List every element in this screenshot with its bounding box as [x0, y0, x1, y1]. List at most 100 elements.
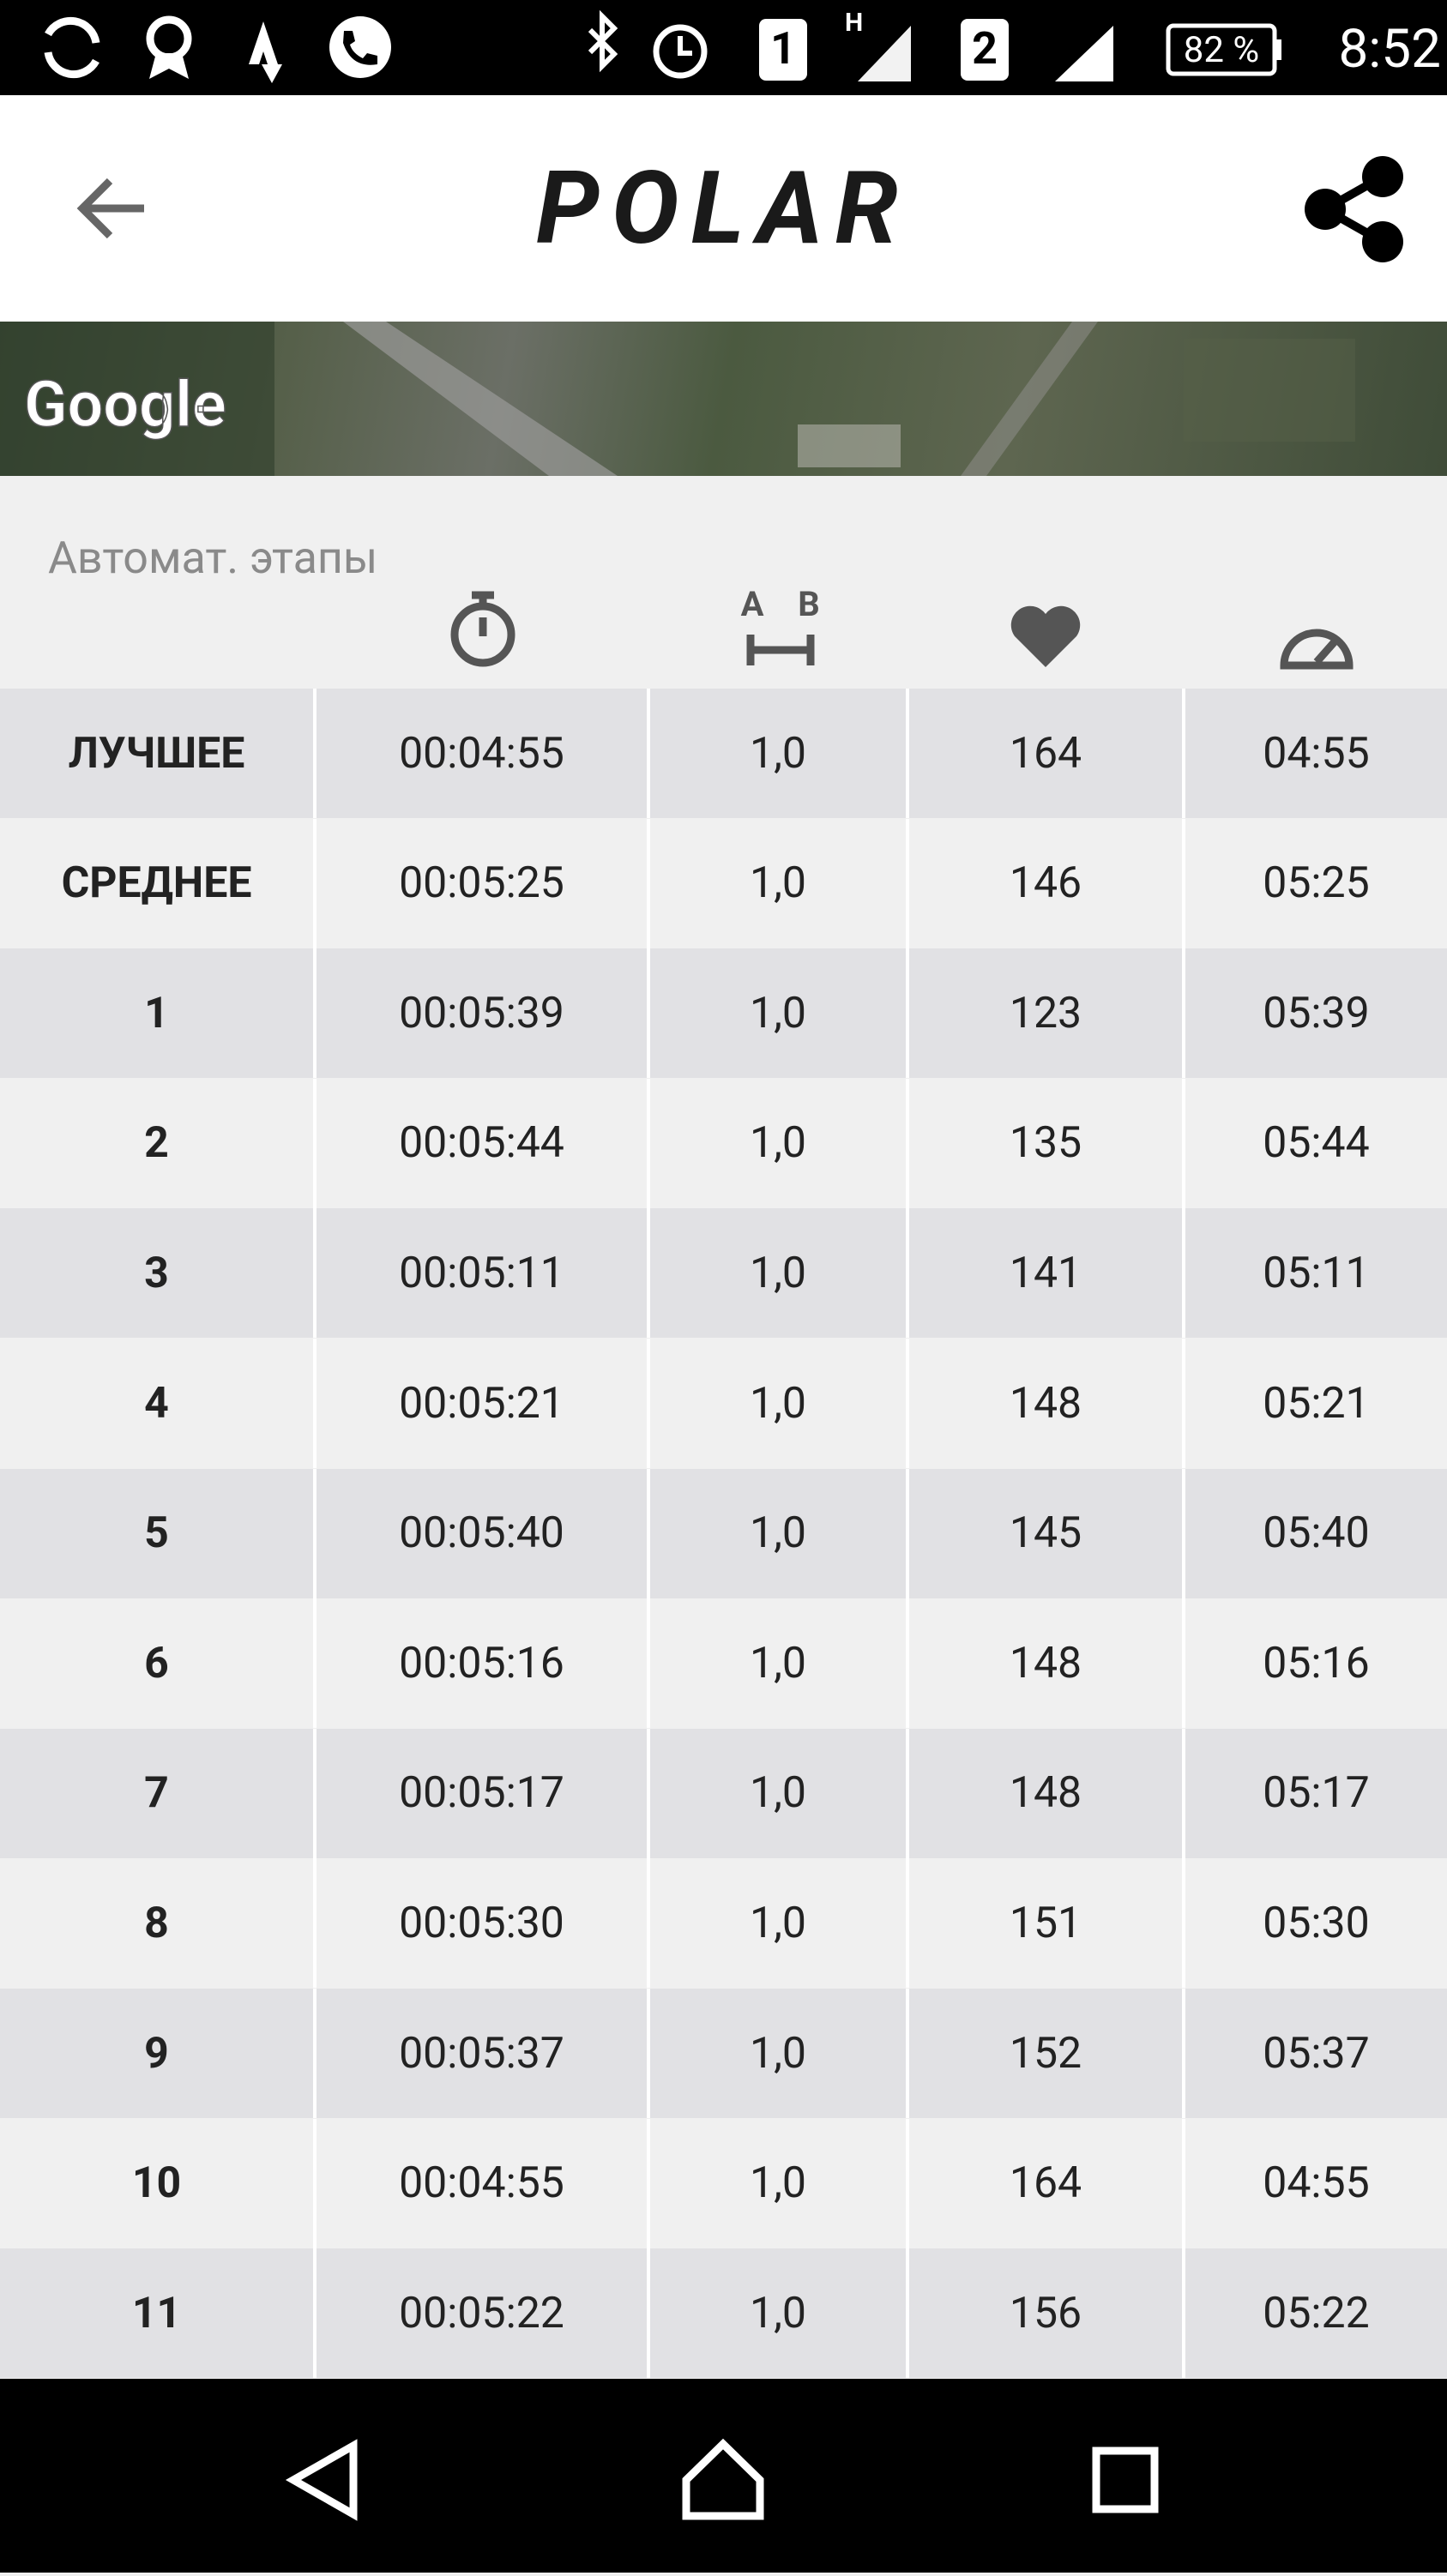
lap-label: 2	[144, 1118, 169, 1169]
nav-recents[interactable]	[1092, 2447, 1159, 2513]
app-bar-icons: POLAR	[76, 149, 1403, 268]
time-icon	[450, 591, 515, 667]
column-divider	[1182, 2118, 1185, 2248]
table-cell: 146	[1009, 858, 1082, 909]
column-divider	[313, 1208, 317, 1339]
table-cell: 05:40	[1263, 1508, 1370, 1559]
table-cell: 1,0	[749, 2028, 807, 2079]
table-cell: 04:55	[1263, 728, 1370, 779]
google-attribution: Google	[24, 368, 226, 442]
sim2-icon	[961, 19, 1009, 81]
table-cell: 1,0	[749, 1768, 807, 1819]
table-row: 1 00:05:39 1,0 123 05:39	[0, 948, 1447, 1079]
lap-label: ЛУЧШЕЕ	[68, 728, 245, 779]
column-divider	[313, 1078, 317, 1208]
back-button[interactable]	[76, 178, 144, 239]
lap-label: 10	[131, 2158, 182, 2209]
column-divider	[647, 689, 650, 818]
nav-home[interactable]	[682, 2438, 764, 2520]
table-cell: 156	[1009, 2288, 1082, 2338]
section-title: Автомат. этапы	[48, 532, 378, 584]
distance-icon: A B	[741, 584, 820, 665]
table-cell: 00:05:25	[399, 858, 564, 909]
badge-icon	[146, 15, 192, 62]
column-divider	[906, 1078, 909, 1208]
column-divider	[647, 818, 650, 948]
share-button[interactable]	[1305, 156, 1403, 262]
sim1-icon	[759, 19, 807, 81]
table-cell: 00:05:44	[399, 1118, 564, 1169]
column-divider	[647, 1598, 650, 1729]
signal1-icon	[858, 26, 911, 81]
table-cell: 164	[1009, 2158, 1082, 2209]
lap-label: 4	[144, 1378, 169, 1429]
lap-label: СРЕДНЕЕ	[61, 858, 252, 909]
table-cell: 05:22	[1263, 2288, 1370, 2338]
column-divider	[647, 1339, 650, 1468]
column-divider	[906, 1598, 909, 1729]
column-divider	[313, 1598, 317, 1729]
table-cell: 00:05:40	[399, 1508, 564, 1559]
table-cell: 1,0	[749, 1508, 807, 1559]
column-divider	[313, 689, 317, 818]
table-cell: 05:39	[1263, 988, 1370, 1038]
status-icons: 1 H 2 82 % 8:52	[44, 8, 1441, 83]
map[interactable]: Google	[0, 322, 1447, 476]
column-divider	[906, 2248, 909, 2379]
table-cell: 05:44	[1263, 1118, 1370, 1169]
column-divider	[313, 1728, 317, 1858]
table-cell: 00:05:39	[399, 988, 564, 1038]
laps-table: ЛУЧШЕЕ 00:04:55 1,0 164 04:55 СРЕДНЕЕ 00:05:25…	[0, 689, 1447, 2379]
column-divider	[906, 1728, 909, 1858]
table-cell: 00:04:55	[399, 728, 564, 779]
nav-icons	[285, 2438, 1159, 2521]
table-cell: 148	[1009, 1378, 1082, 1429]
column-divider	[906, 1468, 909, 1598]
clock: 8:52	[1338, 18, 1441, 81]
column-divider	[313, 1339, 317, 1468]
column-divider	[906, 1858, 909, 1989]
table-row: 2 00:05:44 1,0 135 05:44	[0, 1078, 1447, 1208]
table-cell: 04:55	[1263, 2158, 1370, 2209]
column-divider	[647, 948, 650, 1079]
table-cell: 1,0	[749, 1898, 807, 1948]
column-divider	[313, 948, 317, 1079]
lap-label: 5	[144, 1508, 169, 1559]
table-row: 4 00:05:21 1,0 148 05:21	[0, 1339, 1447, 1468]
table-cell: 1,0	[749, 728, 807, 779]
battery-label: 82 %	[1184, 29, 1259, 71]
table-cell: 145	[1009, 1508, 1082, 1559]
column-divider	[1182, 1468, 1185, 1598]
column-divider	[313, 818, 317, 948]
column-divider	[313, 2248, 317, 2379]
table-cell: 00:05:11	[399, 1248, 564, 1298]
column-icons: A B	[450, 584, 1354, 670]
table-row: 9 00:05:37 1,0 152 05:37	[0, 1989, 1447, 2118]
column-divider	[1182, 1078, 1185, 1208]
table-cell: 05:11	[1263, 1248, 1370, 1298]
column-divider	[906, 818, 909, 948]
distance-icon-a: A	[741, 584, 764, 624]
lap-label: 3	[144, 1248, 169, 1298]
column-divider	[647, 1468, 650, 1598]
table-cell: 05:30	[1263, 1898, 1370, 1948]
sim2-label: 2	[972, 22, 998, 75]
column-divider	[906, 1208, 909, 1339]
table-row: СРЕДНЕЕ 00:05:25 1,0 146 05:25	[0, 818, 1447, 948]
column-divider	[313, 1989, 317, 2118]
table-cell: 00:05:30	[399, 1898, 564, 1948]
alarm-icon	[653, 24, 708, 79]
column-divider	[1182, 2248, 1185, 2379]
column-divider	[906, 948, 909, 1079]
table-row: 3 00:05:11 1,0 141 05:11	[0, 1208, 1447, 1339]
table-cell: 00:05:17	[399, 1768, 564, 1819]
status-bar: 1 H 2 82 % 8:52	[0, 0, 1447, 95]
nav-back[interactable]	[285, 2439, 358, 2521]
table-row: 10 00:04:55 1,0 164 04:55	[0, 2118, 1447, 2248]
column-divider	[647, 1078, 650, 1208]
heart-rate-icon	[1010, 605, 1081, 667]
column-divider	[1182, 1598, 1185, 1729]
column-divider	[906, 2118, 909, 2248]
column-divider	[906, 1989, 909, 2118]
table-cell: 05:16	[1263, 1638, 1370, 1688]
